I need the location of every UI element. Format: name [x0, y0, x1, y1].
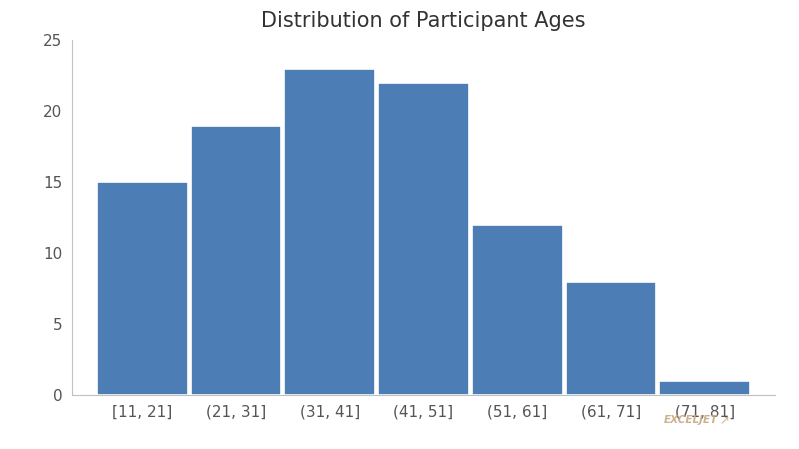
Text: EXCELJET: EXCELJET — [664, 415, 718, 425]
Bar — [97, 182, 188, 395]
Text: ↗: ↗ — [720, 414, 729, 426]
Bar — [190, 126, 281, 395]
Bar — [284, 69, 376, 395]
Bar — [378, 83, 469, 395]
Bar — [566, 282, 657, 395]
Title: Distribution of Participant Ages: Distribution of Participant Ages — [261, 10, 586, 31]
Bar — [659, 381, 750, 395]
Bar — [471, 225, 562, 395]
